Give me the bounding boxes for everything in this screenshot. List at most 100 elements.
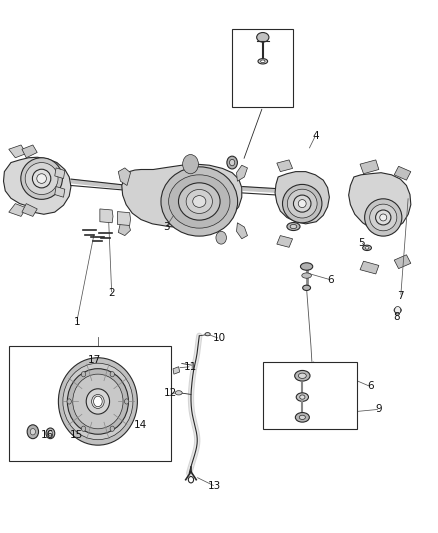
Polygon shape	[100, 209, 113, 223]
Ellipse shape	[261, 60, 265, 63]
Ellipse shape	[394, 308, 401, 313]
Ellipse shape	[257, 33, 269, 42]
Text: 7: 7	[397, 291, 404, 301]
Ellipse shape	[290, 224, 297, 229]
Polygon shape	[22, 145, 37, 158]
Ellipse shape	[295, 413, 309, 422]
Ellipse shape	[300, 263, 313, 270]
Polygon shape	[277, 236, 293, 247]
Polygon shape	[277, 160, 293, 172]
Ellipse shape	[73, 374, 123, 429]
Ellipse shape	[169, 175, 230, 228]
Polygon shape	[117, 212, 131, 225]
Ellipse shape	[299, 415, 305, 419]
Text: 11: 11	[184, 362, 197, 372]
Circle shape	[48, 431, 53, 436]
Ellipse shape	[364, 199, 402, 236]
Polygon shape	[55, 168, 65, 179]
Text: 8: 8	[393, 312, 400, 322]
Polygon shape	[118, 168, 131, 185]
Ellipse shape	[293, 195, 311, 212]
Circle shape	[227, 156, 237, 169]
Ellipse shape	[303, 285, 311, 290]
Ellipse shape	[175, 391, 182, 395]
Ellipse shape	[21, 158, 62, 199]
Text: 6: 6	[367, 382, 374, 391]
Text: 14: 14	[134, 420, 147, 430]
Ellipse shape	[63, 363, 133, 440]
Polygon shape	[360, 261, 379, 274]
Circle shape	[188, 477, 194, 483]
Ellipse shape	[375, 210, 391, 225]
Ellipse shape	[37, 174, 46, 183]
Text: 13: 13	[208, 481, 221, 491]
Ellipse shape	[86, 389, 110, 414]
Polygon shape	[173, 367, 180, 374]
Ellipse shape	[67, 369, 128, 434]
Ellipse shape	[370, 204, 397, 231]
Circle shape	[110, 372, 114, 377]
Text: 2: 2	[108, 288, 115, 298]
Text: 12: 12	[164, 389, 177, 398]
Ellipse shape	[161, 167, 237, 236]
Ellipse shape	[58, 358, 138, 445]
Circle shape	[230, 159, 235, 166]
Circle shape	[395, 306, 401, 314]
Ellipse shape	[296, 393, 308, 401]
Circle shape	[183, 155, 198, 174]
Circle shape	[110, 426, 114, 431]
Text: 16: 16	[41, 431, 54, 440]
Circle shape	[216, 231, 226, 244]
Polygon shape	[22, 204, 37, 216]
Polygon shape	[349, 173, 411, 231]
Polygon shape	[118, 219, 131, 236]
Text: 9: 9	[375, 405, 382, 414]
Circle shape	[27, 425, 39, 439]
Polygon shape	[394, 166, 411, 180]
Circle shape	[46, 428, 55, 439]
Ellipse shape	[363, 245, 371, 251]
Text: 5: 5	[358, 238, 365, 247]
Ellipse shape	[32, 169, 51, 188]
Ellipse shape	[205, 333, 210, 336]
Ellipse shape	[365, 246, 369, 249]
Text: 3: 3	[163, 222, 170, 231]
Circle shape	[81, 372, 86, 377]
Bar	[9, 346, 171, 461]
Polygon shape	[275, 172, 329, 224]
Ellipse shape	[179, 183, 220, 220]
Bar	[232, 29, 293, 107]
Text: 1: 1	[73, 318, 80, 327]
Circle shape	[81, 426, 86, 431]
Ellipse shape	[287, 189, 317, 218]
Ellipse shape	[298, 199, 306, 207]
Ellipse shape	[25, 163, 58, 195]
Ellipse shape	[380, 214, 387, 221]
Bar	[263, 362, 357, 429]
Ellipse shape	[258, 59, 268, 64]
Polygon shape	[237, 165, 247, 181]
Polygon shape	[122, 164, 242, 228]
Polygon shape	[9, 145, 26, 158]
Polygon shape	[55, 187, 65, 197]
Ellipse shape	[193, 196, 206, 207]
Polygon shape	[394, 255, 411, 269]
Ellipse shape	[283, 184, 322, 223]
Text: 15: 15	[70, 431, 83, 440]
Circle shape	[94, 396, 102, 407]
Text: 6: 6	[327, 275, 334, 285]
Ellipse shape	[295, 370, 310, 381]
Ellipse shape	[302, 273, 311, 278]
Circle shape	[124, 399, 129, 404]
Polygon shape	[360, 160, 379, 174]
Polygon shape	[4, 157, 71, 214]
Circle shape	[30, 429, 35, 435]
Text: 10: 10	[212, 334, 226, 343]
Text: 4: 4	[312, 131, 319, 141]
Polygon shape	[9, 204, 26, 216]
Polygon shape	[237, 223, 247, 239]
Ellipse shape	[300, 395, 305, 399]
Ellipse shape	[298, 373, 306, 378]
Circle shape	[67, 399, 71, 404]
Ellipse shape	[92, 394, 104, 408]
